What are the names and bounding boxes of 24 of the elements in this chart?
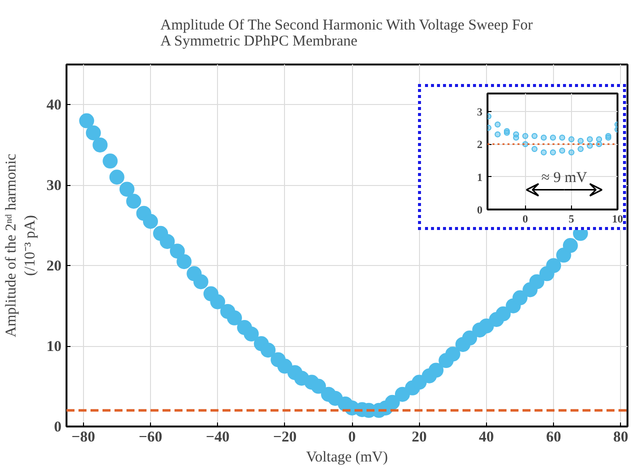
annotation: ≈ 9 mV: [541, 170, 588, 186]
y-tick-label: 10: [46, 339, 62, 356]
y-tick-label: 3: [477, 106, 483, 118]
y-axis-title: Amplitude of the 2ⁿᵈ harmonic (/10⁻³ pA): [3, 153, 38, 338]
x-tick-label: −20: [273, 430, 297, 446]
x-tick-label: 60: [546, 430, 562, 446]
y-tick-label: 30: [46, 178, 62, 194]
x-tick-label: 5: [568, 214, 575, 226]
x-axis-title: Voltage (mV): [306, 450, 388, 466]
y-tick-label: 0: [477, 204, 483, 216]
x-tick-label: 10: [612, 214, 624, 226]
x-tick-label: 80: [613, 430, 628, 446]
y-tick-label: 40: [46, 98, 62, 114]
y-tick-label: 1: [477, 172, 482, 184]
y-tick-label: 0: [54, 420, 62, 436]
x-tick-label: 20: [412, 430, 427, 446]
x-tick-label: −80: [72, 430, 96, 446]
x-tick-label: 0: [522, 214, 529, 226]
y-tick-label: 20: [46, 258, 62, 275]
y-tick-label: 2: [477, 139, 483, 152]
x-tick-label: −40: [206, 430, 230, 446]
x-tick-label: 0: [348, 430, 356, 446]
chart-title: Amplitude Of The Second Harmonic With Voltage Sweep For A Symmetric DPhPC Membrane: [160, 18, 533, 50]
x-tick-label: −60: [138, 430, 162, 446]
